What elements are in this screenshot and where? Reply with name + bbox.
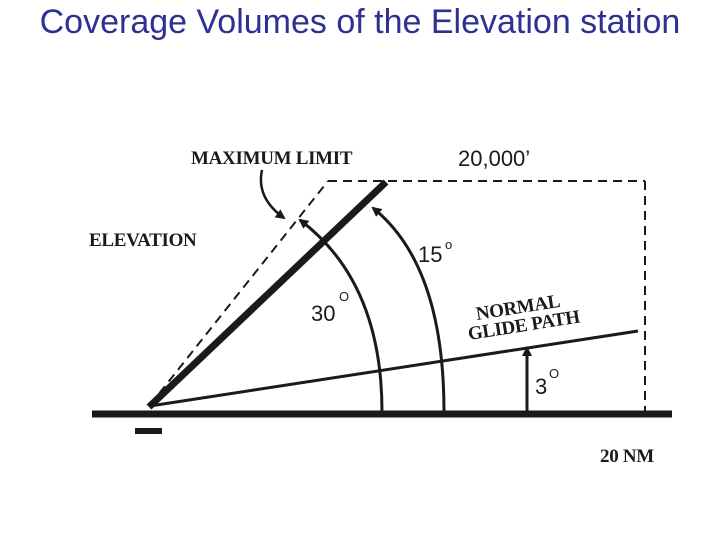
angle-30-degree-symbol: O <box>339 289 349 304</box>
maximum-limit-pointer-arrow <box>259 169 286 220</box>
angle-15-value: 15 <box>418 242 442 267</box>
elevation-label: ELEVATION <box>89 230 197 251</box>
elevation-coverage-line <box>146 179 389 410</box>
angle-15-degree-symbol: o <box>445 237 452 252</box>
angle-3-degree-symbol: O <box>549 366 559 381</box>
maximum-limit-label: MAXIMUM LIMIT <box>191 148 353 169</box>
glide-path-line <box>149 329 639 408</box>
slide-title: Coverage Volumes of the Elevation statio… <box>39 3 681 41</box>
angle-30-value: 30 <box>311 301 335 326</box>
angle-arc-30 <box>298 218 384 413</box>
range-label: 20 NM <box>600 446 654 467</box>
station-marker <box>135 428 162 434</box>
altitude-label: 20,000’ <box>458 146 530 171</box>
maximum-limit-dashed-line <box>149 180 329 406</box>
angle-3-value: 3 <box>535 374 547 399</box>
angle-arc-15 <box>371 206 446 413</box>
